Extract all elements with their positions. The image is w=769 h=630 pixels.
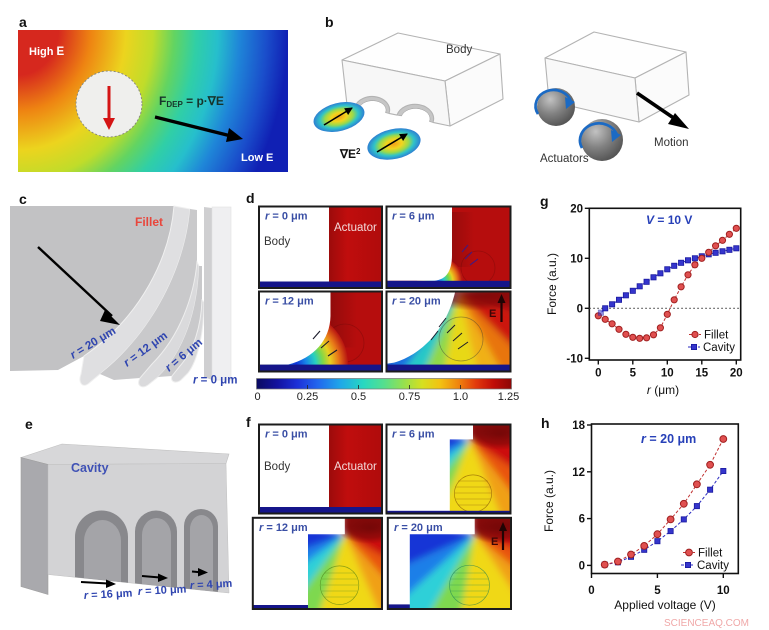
svg-text:Motion: Motion — [654, 137, 689, 149]
svg-text:Applied voltage (V): Applied voltage (V) — [614, 598, 715, 612]
svg-text:SCIENCEAQ.COM: SCIENCEAQ.COM — [664, 618, 749, 629]
svg-text:5: 5 — [654, 585, 661, 597]
svg-text:r = 16 μm: r = 16 μm — [84, 587, 133, 602]
svg-text:V = 10 V: V = 10 V — [646, 213, 692, 227]
svg-text:Body: Body — [264, 461, 290, 473]
svg-text:20: 20 — [730, 368, 743, 380]
svg-text:6: 6 — [579, 514, 585, 526]
svg-text:Force (a.u.): Force (a.u.) — [545, 253, 559, 315]
svg-text:FDEP = p·∇E: FDEP = p·∇E — [159, 94, 224, 109]
svg-text:r = 12 μm: r = 12 μm — [265, 296, 314, 308]
svg-text:0.25: 0.25 — [297, 391, 318, 403]
svg-text:0.5: 0.5 — [351, 391, 366, 403]
svg-text:-10: -10 — [566, 353, 583, 365]
svg-text:r = 0 μm: r = 0 μm — [265, 429, 308, 441]
svg-text:r = 4 μm: r = 4 μm — [190, 578, 233, 592]
svg-text:Cavity: Cavity — [703, 342, 735, 354]
svg-text:r = 20 μm: r = 20 μm — [394, 522, 443, 534]
svg-text:5: 5 — [630, 368, 637, 380]
svg-text:Fillet: Fillet — [135, 215, 163, 229]
svg-text:1.25: 1.25 — [498, 391, 519, 403]
svg-text:b: b — [325, 14, 334, 30]
svg-text:r = 20 μm: r = 20 μm — [392, 296, 441, 308]
svg-text:0: 0 — [595, 368, 601, 380]
svg-text:20: 20 — [570, 203, 583, 215]
svg-text:r = 20 μm: r = 20 μm — [641, 432, 696, 446]
svg-text:Actuator: Actuator — [334, 461, 377, 473]
svg-text:18: 18 — [572, 420, 585, 432]
svg-text:0: 0 — [588, 585, 594, 597]
svg-text:0.75: 0.75 — [399, 391, 420, 403]
svg-text:h: h — [541, 415, 550, 431]
svg-text:0: 0 — [577, 303, 583, 315]
svg-text:Actuator: Actuator — [334, 222, 377, 234]
svg-text:d: d — [246, 190, 255, 206]
svg-text:Actuators: Actuators — [540, 153, 589, 165]
svg-text:Fillet: Fillet — [698, 548, 723, 560]
svg-text:r (μm): r (μm) — [647, 383, 679, 397]
svg-text:High E: High E — [29, 46, 65, 58]
svg-text:12: 12 — [572, 467, 585, 479]
svg-text:10: 10 — [717, 585, 730, 597]
svg-text:Cavity: Cavity — [71, 461, 109, 475]
svg-text:1.0: 1.0 — [453, 391, 468, 403]
svg-text:0: 0 — [579, 560, 585, 572]
svg-text:r = 6 μm: r = 6 μm — [392, 429, 435, 441]
svg-text:r = 10 μm: r = 10 μm — [138, 583, 187, 598]
svg-text:10: 10 — [661, 368, 674, 380]
svg-text:f: f — [246, 414, 251, 430]
svg-text:Body: Body — [446, 44, 472, 56]
svg-text:E: E — [489, 308, 496, 320]
svg-text:a: a — [19, 14, 27, 30]
svg-text:Force (a.u.): Force (a.u.) — [542, 470, 556, 532]
svg-text:c: c — [19, 191, 27, 207]
svg-text:r = 6 μm: r = 6 μm — [392, 211, 435, 223]
svg-text:e: e — [25, 416, 33, 432]
svg-text:Fillet: Fillet — [704, 330, 729, 342]
svg-text:g: g — [540, 193, 549, 209]
svg-text:10: 10 — [570, 253, 583, 265]
svg-text:r = 0 μm: r = 0 μm — [265, 211, 308, 223]
svg-text:r = 0 μm: r = 0 μm — [193, 375, 237, 387]
svg-text:Body: Body — [264, 236, 290, 248]
svg-text:r = 12 μm: r = 12 μm — [259, 522, 308, 534]
svg-text:Cavity: Cavity — [697, 560, 729, 572]
svg-text:15: 15 — [695, 368, 708, 380]
svg-text:E: E — [491, 536, 498, 548]
svg-text:0: 0 — [254, 391, 260, 403]
svg-text:∇E2: ∇E2 — [339, 147, 361, 161]
svg-text:Low E: Low E — [241, 152, 273, 164]
